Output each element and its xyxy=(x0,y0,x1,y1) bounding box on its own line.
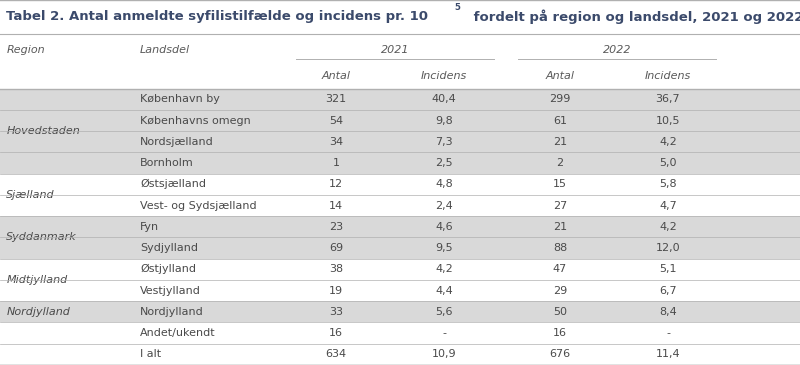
Text: 9,8: 9,8 xyxy=(435,116,453,126)
Text: 8,4: 8,4 xyxy=(659,307,677,317)
Text: 4,2: 4,2 xyxy=(435,264,453,274)
Text: fordelt på region og landsdel, 2021 og 2022: fordelt på region og landsdel, 2021 og 2… xyxy=(469,9,800,24)
Bar xyxy=(0,89,800,110)
Text: Incidens: Incidens xyxy=(421,71,467,81)
Text: 19: 19 xyxy=(329,285,343,296)
Text: Antal: Antal xyxy=(546,71,574,81)
Bar xyxy=(0,131,800,153)
Text: 321: 321 xyxy=(326,94,346,104)
Text: 21: 21 xyxy=(553,137,567,147)
Text: Vest- og Sydsjælland: Vest- og Sydsjælland xyxy=(140,201,257,211)
Text: 36,7: 36,7 xyxy=(656,94,680,104)
Text: 27: 27 xyxy=(553,201,567,211)
Text: 299: 299 xyxy=(550,94,570,104)
Text: Midtjylland: Midtjylland xyxy=(6,275,68,285)
Text: 6,7: 6,7 xyxy=(659,285,677,296)
Bar xyxy=(0,110,800,131)
Bar xyxy=(0,344,800,365)
Text: 61: 61 xyxy=(553,116,567,126)
Text: Hovedstaden: Hovedstaden xyxy=(6,126,80,136)
Bar xyxy=(0,153,800,174)
Text: -: - xyxy=(666,328,670,338)
Text: Nordsjælland: Nordsjælland xyxy=(140,137,214,147)
Text: 12,0: 12,0 xyxy=(656,243,680,253)
Text: 2,5: 2,5 xyxy=(435,158,453,168)
Text: Region: Region xyxy=(6,45,45,55)
Text: Fyn: Fyn xyxy=(140,222,159,232)
Text: 40,4: 40,4 xyxy=(432,94,456,104)
Text: 33: 33 xyxy=(329,307,343,317)
Text: 4,2: 4,2 xyxy=(659,137,677,147)
Text: 634: 634 xyxy=(326,349,346,360)
Text: 21: 21 xyxy=(553,222,567,232)
Text: Sydjylland: Sydjylland xyxy=(140,243,198,253)
Text: København by: København by xyxy=(140,94,220,104)
Text: 9,5: 9,5 xyxy=(435,243,453,253)
Text: 5,1: 5,1 xyxy=(659,264,677,274)
Text: -: - xyxy=(442,328,446,338)
Text: 1: 1 xyxy=(333,158,339,168)
Text: 5,8: 5,8 xyxy=(659,179,677,189)
Text: 69: 69 xyxy=(329,243,343,253)
Text: 11,4: 11,4 xyxy=(656,349,680,360)
Bar xyxy=(0,280,800,301)
Text: 4,8: 4,8 xyxy=(435,179,453,189)
Text: 88: 88 xyxy=(553,243,567,253)
Text: 4,4: 4,4 xyxy=(435,285,453,296)
Text: 10,5: 10,5 xyxy=(656,116,680,126)
Text: 2,4: 2,4 xyxy=(435,201,453,211)
Text: Østjylland: Østjylland xyxy=(140,264,196,274)
Bar xyxy=(0,195,800,216)
Text: 7,3: 7,3 xyxy=(435,137,453,147)
Text: 15: 15 xyxy=(553,179,567,189)
Text: Bornholm: Bornholm xyxy=(140,158,194,168)
Text: Andet/ukendt: Andet/ukendt xyxy=(140,328,216,338)
Text: I alt: I alt xyxy=(140,349,161,360)
Text: 5: 5 xyxy=(454,3,460,12)
Text: 14: 14 xyxy=(329,201,343,211)
Text: 16: 16 xyxy=(553,328,567,338)
Text: 4,7: 4,7 xyxy=(659,201,677,211)
Text: 5,6: 5,6 xyxy=(435,307,453,317)
Bar xyxy=(0,323,800,344)
Bar xyxy=(0,238,800,259)
Text: Landsdel: Landsdel xyxy=(140,45,190,55)
Text: Syddanmark: Syddanmark xyxy=(6,233,77,242)
Text: 47: 47 xyxy=(553,264,567,274)
Text: 16: 16 xyxy=(329,328,343,338)
Text: 29: 29 xyxy=(553,285,567,296)
Text: 54: 54 xyxy=(329,116,343,126)
Text: 34: 34 xyxy=(329,137,343,147)
Bar xyxy=(0,301,800,323)
Text: 2: 2 xyxy=(557,158,563,168)
Text: 4,6: 4,6 xyxy=(435,222,453,232)
Text: 50: 50 xyxy=(553,307,567,317)
Text: Vestjylland: Vestjylland xyxy=(140,285,201,296)
Text: 676: 676 xyxy=(550,349,570,360)
Text: 12: 12 xyxy=(329,179,343,189)
Text: Østsjælland: Østsjælland xyxy=(140,179,206,189)
Text: 4,2: 4,2 xyxy=(659,222,677,232)
Text: 5,0: 5,0 xyxy=(659,158,677,168)
Text: Nordjylland: Nordjylland xyxy=(140,307,204,317)
Text: Tabel 2. Antal anmeldte syfilistilfælde og incidens pr. 10: Tabel 2. Antal anmeldte syfilistilfælde … xyxy=(6,10,429,23)
Text: Sjælland: Sjælland xyxy=(6,190,55,200)
Text: Københavns omegn: Københavns omegn xyxy=(140,116,250,126)
Text: 2022: 2022 xyxy=(602,45,631,55)
Bar xyxy=(0,174,800,195)
Bar xyxy=(0,216,800,238)
Text: 23: 23 xyxy=(329,222,343,232)
Bar xyxy=(0,259,800,280)
Text: 10,9: 10,9 xyxy=(432,349,456,360)
Text: Antal: Antal xyxy=(322,71,350,81)
Text: 38: 38 xyxy=(329,264,343,274)
Text: 2021: 2021 xyxy=(381,45,410,55)
Text: Nordjylland: Nordjylland xyxy=(6,307,70,317)
Text: Incidens: Incidens xyxy=(645,71,691,81)
